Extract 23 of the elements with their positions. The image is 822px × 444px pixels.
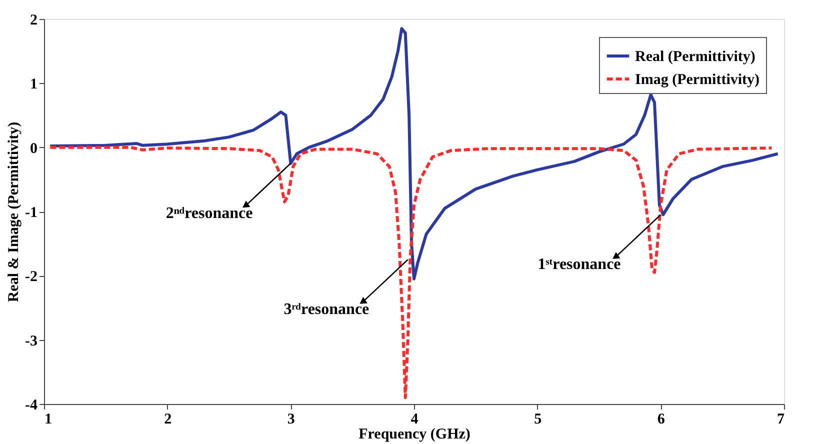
x-tick-label: 4 bbox=[410, 412, 419, 428]
legend-label: Imag (Permittivity) bbox=[635, 72, 760, 88]
x-tick-label: 7 bbox=[777, 412, 785, 428]
y-tick-label: 1 bbox=[30, 76, 38, 93]
legend-label: Real (Permittivity) bbox=[635, 49, 756, 65]
y-tick-label: -2 bbox=[25, 269, 38, 286]
y-axis-title: Real & Image (Permittivity) bbox=[6, 122, 22, 302]
y-tick-label: 0 bbox=[30, 140, 38, 157]
y-tick-label: -3 bbox=[25, 333, 38, 350]
y-tick-label: -4 bbox=[25, 398, 38, 414]
x-tick-label: 1 bbox=[44, 412, 52, 428]
y-tick-label: -1 bbox=[25, 205, 38, 221]
line-series bbox=[48, 27, 780, 280]
annotation: 1ˢᵗresonance bbox=[538, 256, 621, 274]
x-tick-label: 2 bbox=[164, 412, 172, 428]
annotation: 2ⁿᵈresonance bbox=[166, 204, 253, 222]
x-tick-label: 5 bbox=[534, 412, 542, 428]
x-tick-label: 3 bbox=[287, 412, 295, 428]
annotation: 3ʳᵈresonance bbox=[284, 301, 370, 318]
y-tick-label: 2 bbox=[30, 12, 38, 28]
x-axis-title: Frequency (GHz) bbox=[358, 426, 470, 442]
line-series bbox=[48, 146, 774, 400]
x-tick-label: 6 bbox=[657, 412, 666, 428]
